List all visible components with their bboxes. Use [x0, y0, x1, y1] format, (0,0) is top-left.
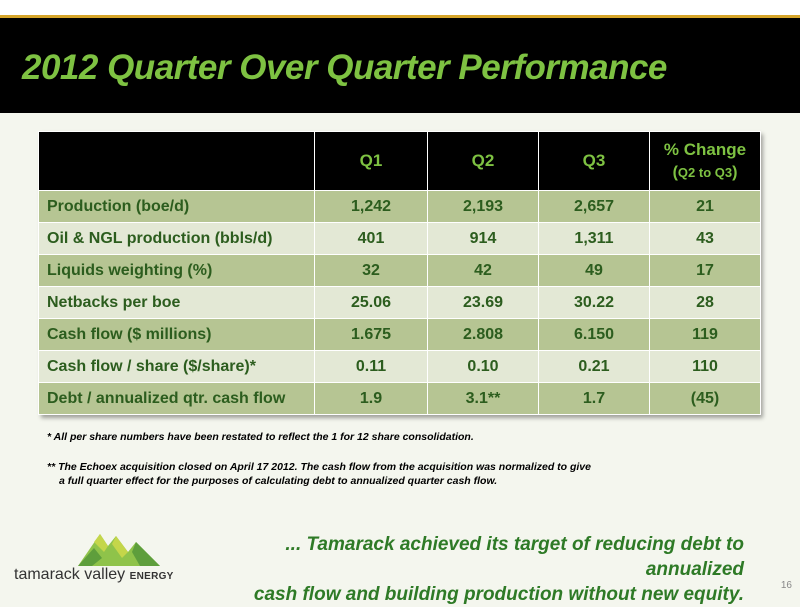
title-banner: 2012 Quarter Over Quarter Performance — [0, 18, 800, 113]
cell-pct: 119 — [649, 318, 761, 351]
cell-pct: 110 — [649, 350, 761, 383]
footnote-share-consolidation: * All per share numbers have been restat… — [47, 431, 474, 443]
table-row: Netbacks per boe 25.06 23.69 30.22 28 — [38, 286, 761, 319]
row-label: Oil & NGL production (bbls/d) — [38, 222, 315, 255]
cell-q1: 32 — [314, 254, 428, 287]
footnote-acquisition-line2: a full quarter effect for the purposes o… — [59, 475, 498, 487]
mountain-logo-icon — [78, 534, 160, 566]
footnotes: * All per share numbers have been restat… — [47, 431, 747, 487]
cell-pct: 43 — [649, 222, 761, 255]
cell-pct: 28 — [649, 286, 761, 319]
logo-suffix: ENERGY — [129, 571, 174, 582]
header-pct-change-sub: (Q2 to Q3) — [672, 164, 738, 181]
cell-q2: 42 — [427, 254, 539, 287]
cell-q3: 0.21 — [538, 350, 650, 383]
header-q3: Q3 — [538, 131, 650, 191]
table-row: Oil & NGL production (bbls/d) 401 914 1,… — [38, 222, 761, 255]
header-pct-change-label: % Change — [663, 140, 747, 159]
header-q2: Q2 — [427, 131, 539, 191]
cell-q1: 401 — [314, 222, 428, 255]
cell-q2: 3.1** — [427, 382, 539, 415]
row-label: Cash flow ($ millions) — [38, 318, 315, 351]
performance-table-container: Q1 Q2 Q3 % Change (Q2 to Q3) Production … — [38, 131, 761, 415]
cell-pct: 21 — [649, 190, 761, 223]
row-label: Liquids weighting (%) — [38, 254, 315, 287]
table-row: Liquids weighting (%) 32 42 49 17 — [38, 254, 761, 287]
cell-q2: 2.808 — [427, 318, 539, 351]
table-row: Cash flow / share ($/share)* 0.11 0.10 0… — [38, 350, 761, 383]
header-q1: Q1 — [314, 131, 428, 191]
cell-q3: 1,311 — [538, 222, 650, 255]
cell-q2: 914 — [427, 222, 539, 255]
cell-pct: 17 — [649, 254, 761, 287]
row-label: Netbacks per boe — [38, 286, 315, 319]
table-header-row: Q1 Q2 Q3 % Change (Q2 to Q3) — [38, 131, 761, 191]
row-label: Debt / annualized qtr. cash flow — [38, 382, 315, 415]
cell-pct: (45) — [649, 382, 761, 415]
cell-q3: 49 — [538, 254, 650, 287]
cell-q1: 25.06 — [314, 286, 428, 319]
cell-q3: 1.7 — [538, 382, 650, 415]
logo-name: tamarack valley — [14, 566, 126, 583]
table-row: Cash flow ($ millions) 1.675 2.808 6.150… — [38, 318, 761, 351]
cell-q3: 2,657 — [538, 190, 650, 223]
row-label: Cash flow / share ($/share)* — [38, 350, 315, 383]
cell-q2: 23.69 — [427, 286, 539, 319]
cell-q1: 1.675 — [314, 318, 428, 351]
footnote-acquisition-line1: ** The Echoex acquisition closed on Apri… — [47, 461, 591, 473]
header-blank-cell — [38, 131, 315, 191]
company-logo-text: tamarack valley ENERGY — [14, 566, 174, 584]
cell-q1: 1,242 — [314, 190, 428, 223]
cell-q1: 0.11 — [314, 350, 428, 383]
table-row: Production (boe/d) 1,242 2,193 2,657 21 — [38, 190, 761, 223]
closing-line1: ... Tamarack achieved its target of redu… — [285, 534, 744, 580]
cell-q3: 6.150 — [538, 318, 650, 351]
header-pct-change: % Change (Q2 to Q3) — [649, 131, 761, 191]
cell-q3: 30.22 — [538, 286, 650, 319]
closing-statement: ... Tamarack achieved its target of redu… — [184, 532, 744, 607]
slide-title: 2012 Quarter Over Quarter Performance — [22, 48, 667, 87]
cell-q1: 1.9 — [314, 382, 428, 415]
cell-q2: 2,193 — [427, 190, 539, 223]
row-label: Production (boe/d) — [38, 190, 315, 223]
table-row: Debt / annualized qtr. cash flow 1.9 3.1… — [38, 382, 761, 415]
performance-table: Q1 Q2 Q3 % Change (Q2 to Q3) Production … — [38, 131, 761, 415]
cell-q2: 0.10 — [427, 350, 539, 383]
page-number: 16 — [780, 580, 792, 591]
closing-line2: cash flow and building production withou… — [253, 584, 744, 605]
top-accent-bar — [0, 0, 800, 18]
